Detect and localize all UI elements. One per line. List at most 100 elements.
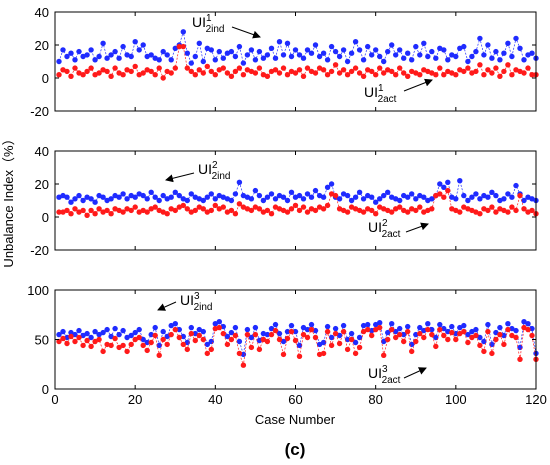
data-point-ind (76, 192, 82, 199)
data-point-ind (160, 328, 166, 335)
data-point-ind (264, 194, 271, 200)
data-point-act (224, 341, 231, 348)
data-point-act (437, 65, 443, 71)
data-point-ind (244, 326, 251, 333)
y-tick-label: 0 (42, 210, 49, 225)
data-point-act (441, 72, 447, 78)
data-point-act (401, 70, 407, 76)
data-point-act (284, 335, 291, 342)
data-point-ind (272, 55, 279, 61)
data-point-ind (108, 333, 114, 340)
data-point-ind (76, 327, 82, 334)
data-point-ind (144, 196, 150, 202)
y-tick-label: -20 (30, 104, 49, 119)
data-point-act (188, 68, 194, 75)
data-point-ind (168, 57, 174, 63)
data-point-ind (485, 194, 491, 200)
x-tick-label: 120 (525, 392, 547, 407)
data-point-ind (200, 197, 206, 204)
data-point-ind (140, 336, 146, 343)
data-point-ind (260, 197, 267, 204)
y-tick-label: -20 (30, 243, 49, 258)
x-tick-label: 60 (288, 392, 302, 407)
data-point-act (348, 68, 355, 75)
data-point-act (292, 70, 299, 76)
data-point-ind (136, 326, 142, 333)
data-point-ind (60, 328, 66, 335)
data-point-act (72, 65, 78, 71)
data-point-ind (385, 329, 391, 336)
data-point-ind (104, 55, 110, 61)
data-point-act (144, 347, 150, 354)
data-point-act (485, 207, 491, 214)
data-point-ind (236, 179, 243, 185)
data-point-ind (377, 320, 383, 326)
data-point-act (324, 202, 331, 209)
data-point-act (176, 334, 182, 341)
data-point-ind (433, 55, 439, 61)
data-point-act (429, 206, 435, 212)
data-point-ind (132, 329, 138, 336)
data-point-ind (228, 329, 235, 336)
data-point-ind (320, 50, 327, 56)
data-point-act (296, 67, 303, 73)
data-point-ind (413, 43, 419, 50)
data-point-act (104, 207, 110, 214)
data-point-act (473, 68, 479, 75)
data-point-act (332, 192, 339, 199)
data-point-act (312, 207, 319, 214)
data-point-act (196, 332, 202, 339)
data-point-ind (513, 182, 519, 189)
data-point-act (525, 65, 531, 71)
data-point-act (477, 211, 483, 217)
data-point-ind (124, 334, 130, 341)
data-point-ind (180, 29, 186, 35)
data-point-act (164, 341, 170, 348)
data-point-act (509, 204, 515, 210)
data-point-act (256, 346, 263, 353)
data-point-ind (248, 47, 255, 53)
data-point-ind (92, 57, 98, 63)
x-tick-label: 20 (128, 392, 142, 407)
data-point-ind (272, 196, 279, 202)
data-point-ind (485, 42, 491, 48)
data-point-act (180, 341, 186, 348)
data-point-ind (501, 50, 507, 56)
annotation-base: UI (368, 219, 382, 235)
data-point-act (232, 332, 239, 339)
annotation-sup: 2 (382, 218, 388, 229)
data-point-act (168, 70, 174, 76)
data-point-ind (280, 52, 287, 58)
data-point-ind (172, 189, 178, 195)
data-point-act (92, 338, 98, 345)
data-point-ind (64, 53, 70, 60)
series-line-ind (58, 321, 537, 355)
data-point-act (389, 209, 395, 215)
data-point-ind (92, 199, 98, 205)
data-point-act (336, 340, 343, 347)
data-point-act (304, 334, 311, 341)
data-point-ind (469, 194, 475, 200)
annotation-base: UI (368, 365, 382, 381)
data-point-act (296, 207, 303, 214)
data-point-act (88, 343, 94, 350)
data-point-act (84, 68, 90, 75)
data-point-act (200, 336, 206, 343)
data-point-ind (188, 191, 194, 197)
data-point-ind (284, 328, 291, 335)
data-point-ind (116, 194, 122, 200)
data-point-act (300, 204, 307, 210)
data-point-ind (505, 321, 511, 327)
data-point-ind (184, 197, 190, 204)
data-point-act (192, 207, 198, 214)
data-point-act (160, 336, 166, 343)
data-point-act (481, 72, 487, 78)
data-point-act (264, 73, 271, 80)
data-point-act (256, 206, 263, 212)
data-point-ind (373, 321, 379, 328)
